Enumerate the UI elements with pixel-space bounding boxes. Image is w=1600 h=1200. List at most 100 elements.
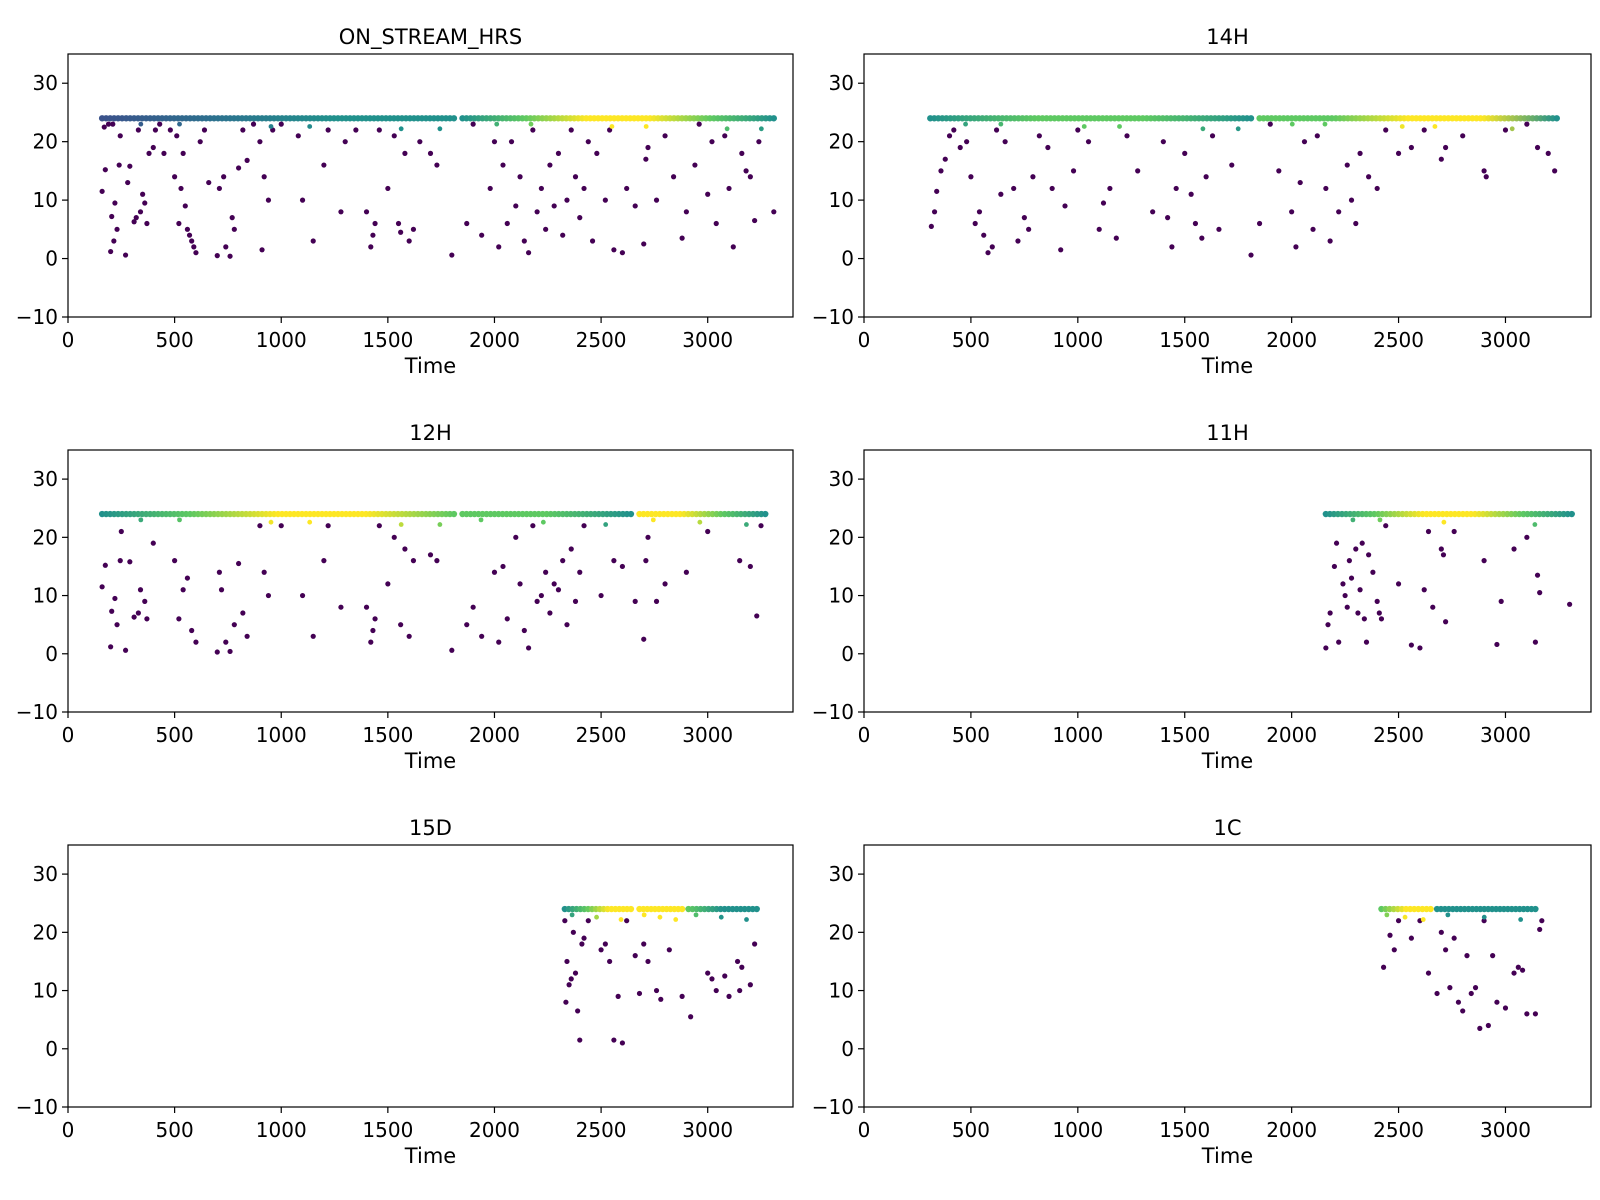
data-point (1481, 168, 1487, 174)
data-point (193, 639, 199, 645)
x-tick-label: 1500 (362, 723, 413, 747)
data-point (1502, 127, 1509, 133)
data-point (619, 1040, 626, 1046)
y-tick-label: 20 (829, 130, 854, 154)
data-point (1248, 252, 1254, 258)
data-point (589, 238, 596, 244)
data-point (1173, 185, 1179, 192)
data-point (122, 647, 129, 653)
data-point (182, 203, 188, 209)
data-point (116, 162, 122, 168)
data-point (1515, 964, 1521, 970)
data-point (572, 174, 579, 180)
y-tick-label: 0 (841, 1037, 854, 1061)
data-point (1425, 528, 1432, 535)
x-tick-label: 500 (156, 1118, 194, 1142)
data-point (1402, 914, 1408, 920)
data-point (186, 232, 193, 238)
x-tick-label: 500 (952, 328, 990, 352)
y-tick-label: 10 (829, 584, 854, 608)
data-point (551, 203, 557, 209)
x-tick-label: 1000 (1052, 723, 1103, 747)
data-point (1026, 226, 1032, 232)
data-point (538, 185, 544, 192)
x-tick-label: 2000 (469, 328, 520, 352)
data-point (705, 970, 711, 976)
subplot-0: ON_STREAM_HRS 0 500 1000 1500 2000 2500 3000 −10… (16, 25, 794, 378)
axes-frame (67, 53, 794, 318)
data-point (1058, 247, 1064, 253)
x-tick-label: 3000 (682, 723, 733, 747)
data-point (752, 941, 758, 947)
data-point (1011, 185, 1017, 192)
data-point (449, 252, 455, 258)
data-point (603, 522, 609, 527)
data-point (569, 912, 575, 918)
data-point (101, 124, 107, 130)
x-tick-label: 0 (62, 723, 75, 747)
data-point (513, 203, 519, 209)
data-point (278, 121, 284, 127)
data-point (739, 150, 745, 156)
data-point (726, 185, 732, 192)
data-point (410, 558, 417, 564)
data-point (1359, 540, 1365, 546)
data-point (1216, 226, 1222, 232)
data-point (144, 220, 150, 227)
data-point (1323, 645, 1329, 651)
data-point (218, 587, 225, 593)
data-point (470, 604, 476, 610)
axes-frame (863, 449, 1592, 713)
data-point (560, 558, 566, 564)
data-point (718, 914, 724, 920)
subplot-title: 15D (409, 816, 452, 840)
x-tick-label: 1500 (362, 328, 413, 352)
data-point (931, 209, 938, 215)
data-point (146, 150, 152, 156)
axes-frame (863, 844, 1592, 1108)
data-point (150, 540, 156, 546)
y-tick-label: 0 (45, 1037, 58, 1061)
data-point (342, 139, 348, 145)
data-point (1293, 244, 1299, 250)
data-point (611, 1037, 617, 1043)
data-point (1408, 935, 1414, 941)
data-point (1378, 616, 1385, 622)
x-tick-label: 3000 (682, 328, 733, 352)
data-point (1374, 598, 1380, 604)
data-point (1342, 592, 1348, 599)
data-point (1182, 150, 1188, 156)
data-point (575, 1008, 581, 1014)
data-point (464, 220, 470, 227)
data-point (99, 188, 105, 194)
y-tick-label: 10 (33, 188, 58, 212)
subplot-title: 14H (1206, 25, 1249, 49)
y-tick-label: −10 (812, 305, 854, 329)
data-point (1399, 124, 1405, 129)
data-point (122, 252, 129, 258)
data-point (976, 209, 983, 215)
data-point (1333, 540, 1340, 546)
data-point (406, 633, 412, 639)
data-point (184, 226, 191, 232)
x-tick-label: 2500 (576, 723, 627, 747)
data-point (1509, 126, 1515, 132)
data-point (1353, 220, 1359, 227)
x-tick-label: 1000 (1052, 1118, 1103, 1142)
x-tick-label: 3000 (1480, 328, 1531, 352)
data-point (645, 534, 651, 540)
x-axis-label: Time (404, 749, 456, 773)
data-point (1199, 235, 1205, 241)
data-point (551, 581, 557, 587)
x-tick-label: 2500 (1373, 1118, 1424, 1142)
data-point (1481, 558, 1487, 564)
x-axis-label: Time (1201, 1144, 1253, 1168)
data-point (370, 627, 376, 634)
data-point (1468, 990, 1474, 997)
data-point (662, 133, 668, 139)
data-point (1539, 918, 1545, 924)
data-point (1420, 917, 1426, 922)
data-point (607, 958, 613, 965)
data-point (653, 987, 660, 994)
